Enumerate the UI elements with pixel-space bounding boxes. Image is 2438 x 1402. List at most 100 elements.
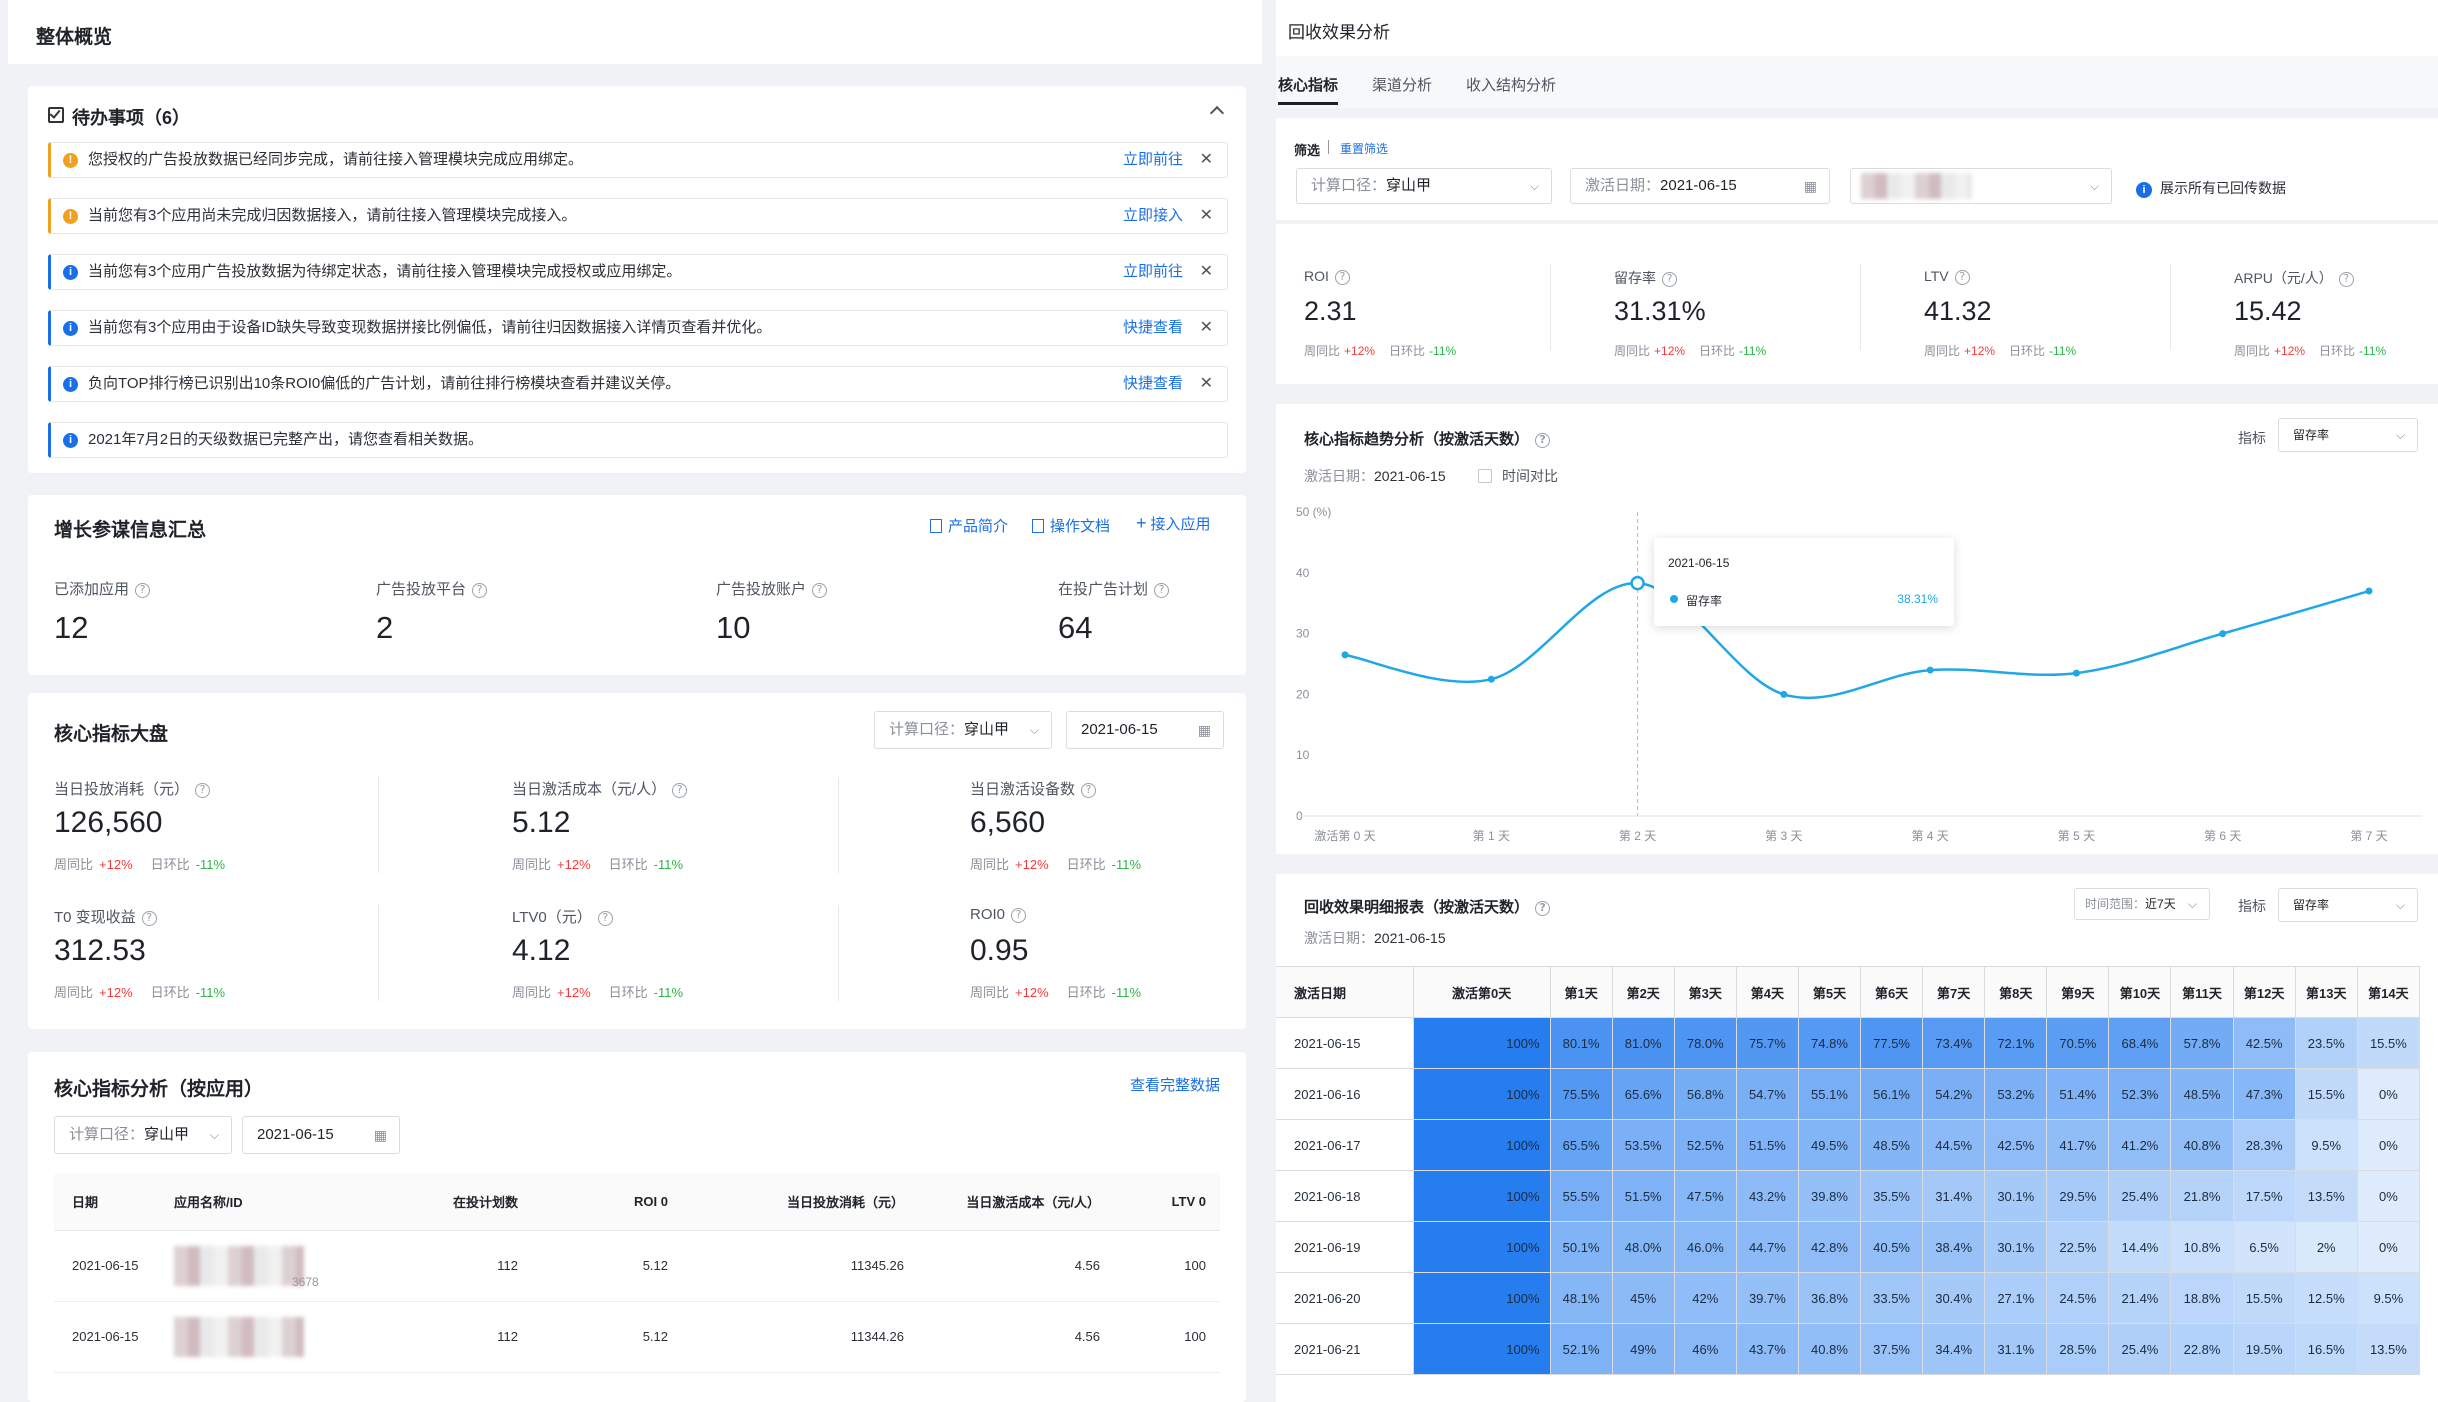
summary-stat-value: 64	[1058, 610, 1093, 645]
heatmap-cell: 100%	[1412, 1068, 1551, 1120]
table-row[interactable]: 2021-06-21 100% 52.1% 49% 46% 43.7% 40.8% 37.5%…	[1276, 1323, 2421, 1375]
product-intro-link[interactable]: 产品简介	[930, 515, 1008, 536]
x-tick-label: 第 6 天	[2204, 829, 2241, 843]
tooltip-series-name: 留存率	[1686, 594, 1723, 608]
chart-tooltip: 2021-06-15 留存率 38.31%	[1654, 538, 1954, 626]
calc-label: 计算口径：	[1311, 177, 1387, 194]
reset-filter-link[interactable]: 重置筛选	[1340, 142, 1389, 156]
divider	[378, 905, 379, 1001]
divider	[1550, 264, 1551, 350]
kpi-value: 41.32	[1924, 296, 1992, 326]
table-row[interactable]: 2021-06-15 3678 112 5.12 11345.26 4.56 100	[54, 1230, 1220, 1302]
range-select[interactable]: 时间范围：近7天 ⌵	[2074, 888, 2210, 920]
heatmap-cell: 65.5%	[1549, 1119, 1613, 1171]
help-icon[interactable]: ?	[2338, 271, 2354, 287]
compare-checkbox[interactable]: 时间对比	[1478, 466, 1558, 486]
heatmap-cell: 65.6%	[1611, 1068, 1675, 1120]
heatmap-cell: 56.1%	[1860, 1068, 1924, 1120]
tab-revenue-structure[interactable]: 收入结构分析	[1466, 77, 1557, 94]
table-row[interactable]: 2021-06-17 100% 65.5% 53.5% 52.5% 51.5% 49.5% 4…	[1276, 1119, 2421, 1171]
help-icon[interactable]: ?	[472, 582, 488, 598]
heatmap-cell: 15.5%	[2232, 1272, 2296, 1324]
help-icon[interactable]: ?	[1334, 269, 1350, 285]
calc-select[interactable]: 计算口径：穿山甲 ⌵	[874, 711, 1052, 749]
help-icon[interactable]: ?	[1154, 582, 1170, 598]
notice-action-link[interactable]: 立即接入	[1122, 207, 1183, 224]
notice-action-link[interactable]: 快捷查看	[1122, 319, 1183, 336]
detail-metric-label: 指标	[2238, 898, 2266, 914]
analysis-calc-select[interactable]: 计算口径：穿山甲 ⌵	[54, 1116, 232, 1154]
help-icon[interactable]: ?	[141, 910, 157, 926]
data-point-active[interactable]	[1630, 575, 1645, 591]
right-calc-select[interactable]: 计算口径：穿山甲 ⌵	[1296, 168, 1552, 204]
metric-label-text: T0 变现收益	[54, 909, 136, 926]
heatmap-cell: 33.5%	[1860, 1272, 1924, 1324]
help-icon[interactable]: ?	[1011, 907, 1027, 923]
data-point[interactable]	[2365, 587, 2373, 595]
add-app-link[interactable]: + 接入应用	[1136, 513, 1211, 534]
table-cell: 5.12	[532, 1301, 682, 1373]
help-icon[interactable]: ?	[672, 782, 688, 798]
heatmap-cell: 100%	[1412, 1221, 1551, 1273]
help-icon[interactable]: ?	[1535, 432, 1551, 448]
notice-action-link[interactable]: 立即前往	[1122, 263, 1183, 280]
metric-select[interactable]: 留存率 ⌵	[2278, 418, 2418, 452]
heatmap-cell: 52.5%	[1673, 1119, 1737, 1171]
help-icon[interactable]: ?	[812, 582, 828, 598]
data-point[interactable]	[2219, 630, 2227, 638]
show-all-toggle[interactable]: i 展示所有已回传数据	[2136, 178, 2286, 198]
data-point[interactable]	[1487, 675, 1495, 683]
table-row[interactable]: 2021-06-15 112 5.12 11344.26 4.56 100	[54, 1301, 1220, 1373]
help-icon[interactable]: ?	[1954, 269, 1970, 285]
table-row[interactable]: 2021-06-20 100% 48.1% 45% 42% 39.7% 36.8% 33.5%…	[1276, 1272, 2421, 1324]
table-row[interactable]: 2021-06-18 100% 55.5% 51.5% 47.5% 43.2% 39.8% 3…	[1276, 1170, 2421, 1222]
analysis-date-picker[interactable]: 2021-06-15 ▦	[242, 1116, 400, 1154]
heatmap-cell: 30.1%	[1984, 1221, 2048, 1273]
heatmap-cell: 37.5%	[1860, 1323, 1924, 1375]
right-date-picker[interactable]: 激活日期：2021-06-15 ▦	[1570, 168, 1830, 204]
data-point[interactable]	[1780, 690, 1788, 698]
kpi-card	[1276, 224, 2438, 384]
close-icon[interactable]: ✕	[1199, 151, 1213, 168]
app-select[interactable]: ⌵	[1850, 168, 2112, 204]
help-icon[interactable]: ?	[195, 782, 211, 798]
docs-link[interactable]: 操作文档	[1032, 515, 1110, 536]
view-full-data-link[interactable]: 查看完整数据	[1129, 1077, 1220, 1094]
notice-action-link[interactable]: 快捷查看	[1122, 375, 1183, 392]
close-icon[interactable]: ✕	[1199, 375, 1213, 392]
close-icon[interactable]: ✕	[1199, 263, 1213, 280]
help-icon[interactable]: ?	[1535, 900, 1551, 916]
table-row[interactable]: 2021-06-16 100% 75.5% 65.6% 56.8% 54.7% 55.1% 5…	[1276, 1068, 2421, 1120]
table-row[interactable]: 2021-06-15 100% 80.1% 81.0% 78.0% 75.7% 74.8% 7…	[1276, 1017, 2421, 1069]
collapse-chevron-icon[interactable]	[1209, 105, 1225, 121]
data-point[interactable]	[1341, 651, 1349, 659]
core-metric-value: 0.95	[970, 934, 1029, 967]
column-header: 第6天	[1860, 966, 1924, 1018]
heatmap-cell: 25.4%	[2108, 1170, 2172, 1222]
help-icon[interactable]: ?	[135, 582, 151, 598]
tab-channel-analysis[interactable]: 渠道分析	[1372, 77, 1433, 94]
help-icon[interactable]: ?	[1662, 271, 1677, 287]
warning-icon: !	[63, 208, 78, 224]
data-point[interactable]	[2072, 669, 2080, 677]
app-analysis-table: 日期 应用名称/ID 在投计划数 ROI 0 当日投放消耗（元） 当日激活成本（元/人） L…	[54, 1174, 1220, 1373]
tab-core-metrics[interactable]: 核心指标	[1278, 77, 1339, 94]
stat-label-text: 广告投放平台	[376, 581, 467, 598]
detail-metric-select[interactable]: 留存率 ⌵	[2278, 888, 2418, 922]
table-row[interactable]: 2021-06-19 100% 50.1% 48.0% 46.0% 44.7% 42.8% 4…	[1276, 1221, 2421, 1273]
stat-label-text: 广告投放账户	[716, 581, 807, 598]
x-tick-label: 第 7 天	[2350, 829, 2387, 843]
cell-text: 4.56	[1074, 1329, 1100, 1344]
todo-header[interactable]: 待办事项（6）	[48, 102, 1228, 132]
date-picker[interactable]: 2021-06-15 ▦	[1066, 711, 1224, 749]
date-value: 2021-06-15	[1081, 721, 1158, 738]
calc-value: 穿山甲	[144, 1126, 190, 1143]
close-icon[interactable]: ✕	[1199, 319, 1213, 336]
data-point[interactable]	[1926, 666, 1934, 674]
notice-action-link[interactable]: 立即前往	[1122, 151, 1183, 168]
heatmap-cell: 68.4%	[2108, 1017, 2172, 1069]
help-icon[interactable]: ?	[1081, 782, 1097, 798]
close-icon[interactable]: ✕	[1199, 207, 1213, 224]
help-icon[interactable]: ?	[597, 910, 613, 926]
range-value: 近7天	[2145, 897, 2176, 911]
